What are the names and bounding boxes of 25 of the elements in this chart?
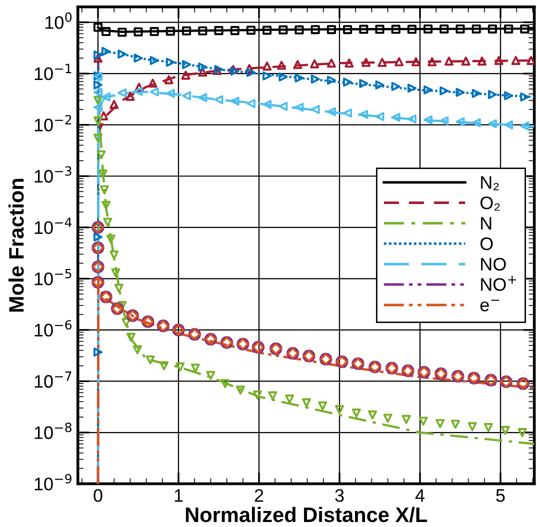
y-tick-label: 10$^{−1}$: [34, 64, 72, 80]
x-tick-label: 4: [415, 489, 424, 502]
x-tick-label: 0: [94, 489, 102, 502]
y-axis-title: Mole Fraction: [8, 178, 24, 312]
legend-label: O₂: [480, 196, 500, 211]
y-tick-label: 10$^{−2}$: [34, 114, 72, 132]
y-tick-label: 10$^{−6}$: [34, 320, 72, 337]
x-tick-label: 1: [174, 489, 183, 502]
legend-label: e$^{−}$: [480, 300, 500, 312]
y-tick-label: 10$^{−5}$: [34, 268, 72, 286]
legend-label: N: [481, 217, 492, 230]
y-tick-label: 10$^{−8}$: [34, 422, 72, 440]
y-tick-label: 10$^{−3}$: [34, 166, 72, 183]
x-tick-label: 2: [254, 489, 264, 502]
x-tick-label: 5: [496, 489, 505, 502]
y-tick-label: 10$^{−4}$: [34, 218, 72, 234]
x-axis-title: Normalized Distance X/L: [186, 506, 428, 522]
y-tick-label: 10$^{−7}$: [34, 372, 72, 388]
x-tick-label: 3: [335, 489, 344, 502]
legend-label: N₂: [481, 176, 499, 190]
legend-label: O: [480, 237, 493, 250]
legend-label: NO$^{+}$: [481, 276, 516, 291]
y-tick-label: 10$^{0}$: [45, 12, 72, 29]
legend-label: NO: [481, 258, 506, 271]
y-tick-label: 10$^{−9}$: [34, 474, 72, 490]
